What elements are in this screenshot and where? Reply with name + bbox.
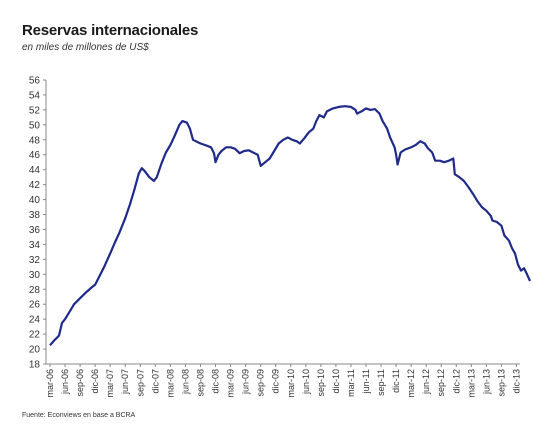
y-tick-label: 18 (29, 360, 41, 371)
x-tick-label: mar-10 (286, 369, 296, 398)
y-tick-label: 22 (29, 330, 41, 341)
y-tick-label: 40 (29, 195, 41, 206)
y-tick-label: 46 (29, 150, 41, 161)
x-tick-label: sep-11 (376, 369, 386, 396)
x-tick-label: sep-09 (256, 369, 266, 397)
x-tick-label: sep-06 (75, 369, 85, 397)
y-tick-label: 56 (29, 76, 41, 87)
x-tick-label: jun-10 (301, 369, 311, 395)
x-tick-label: mar-11 (346, 369, 356, 397)
x-tick-label: dic-06 (90, 369, 100, 394)
source-note: Fuente: Econviews en base a BCRA (22, 412, 136, 419)
x-tick-label: sep-07 (135, 369, 145, 397)
x-tick-label: jun-12 (421, 369, 431, 395)
x-tick-label: sep-13 (496, 369, 506, 397)
x-tick-label: sep-12 (436, 369, 446, 397)
x-tick-label: dic-08 (211, 369, 221, 394)
plot-area (49, 105, 532, 347)
series-line (49, 105, 532, 347)
x-tick-label: dic-12 (451, 369, 461, 394)
x-tick-label: jun-07 (120, 369, 130, 395)
x-tick-label: dic-13 (511, 369, 521, 394)
x-tick-label: sep-10 (316, 369, 326, 397)
x-tick-label: mar-12 (406, 369, 416, 398)
y-tick-label: 32 (29, 255, 41, 266)
x-tick-label: jun-11 (361, 369, 371, 394)
y-tick-label: 50 (29, 120, 41, 131)
x-tick-label: sep-08 (195, 369, 205, 397)
y-tick-label: 38 (29, 210, 41, 221)
y-axis: 18 20 22 24 26 28 30 32 34 36 38 40 42 44 46 48 50 52 54 56 (29, 76, 47, 371)
x-tick-label: jun-06 (60, 369, 70, 395)
y-tick-label: 52 (29, 105, 41, 116)
y-tick-label: 20 (29, 345, 41, 356)
chart-subtitle: en miles de millones de US$ (22, 42, 149, 53)
y-tick-label: 44 (29, 165, 41, 176)
chart-title: Reservas internacionales (22, 22, 199, 39)
x-tick-label: dic-09 (271, 369, 281, 394)
x-tick-label: dic-11 (391, 369, 401, 393)
x-tick-label: jun-09 (241, 369, 251, 395)
x-tick-label: mar-08 (165, 369, 175, 398)
x-tick-label: mar-07 (105, 369, 115, 398)
x-tick-label: dic-10 (331, 369, 341, 394)
y-tick-label: 54 (29, 90, 41, 101)
y-tick-label: 34 (29, 240, 41, 251)
y-tick-label: 28 (29, 285, 41, 296)
y-tick-label: 30 (29, 270, 41, 281)
x-tick-label: jun-13 (481, 369, 491, 395)
y-tick-label: 48 (29, 135, 41, 146)
y-tick-label: 36 (29, 225, 41, 236)
y-tick-label: 24 (29, 315, 41, 326)
x-tick-label: mar-06 (45, 369, 55, 398)
x-tick-label: mar-09 (226, 369, 236, 398)
x-tick-label: dic-07 (150, 369, 160, 394)
x-axis: mar-06 jun-06 sep-06 dic-06 mar-07 jun-07 sep-… (45, 363, 521, 398)
x-tick-label: jun-08 (180, 369, 190, 395)
x-tick-label: mar-13 (466, 369, 476, 398)
y-tick-label: 42 (29, 180, 41, 191)
y-tick-label: 26 (29, 300, 41, 311)
